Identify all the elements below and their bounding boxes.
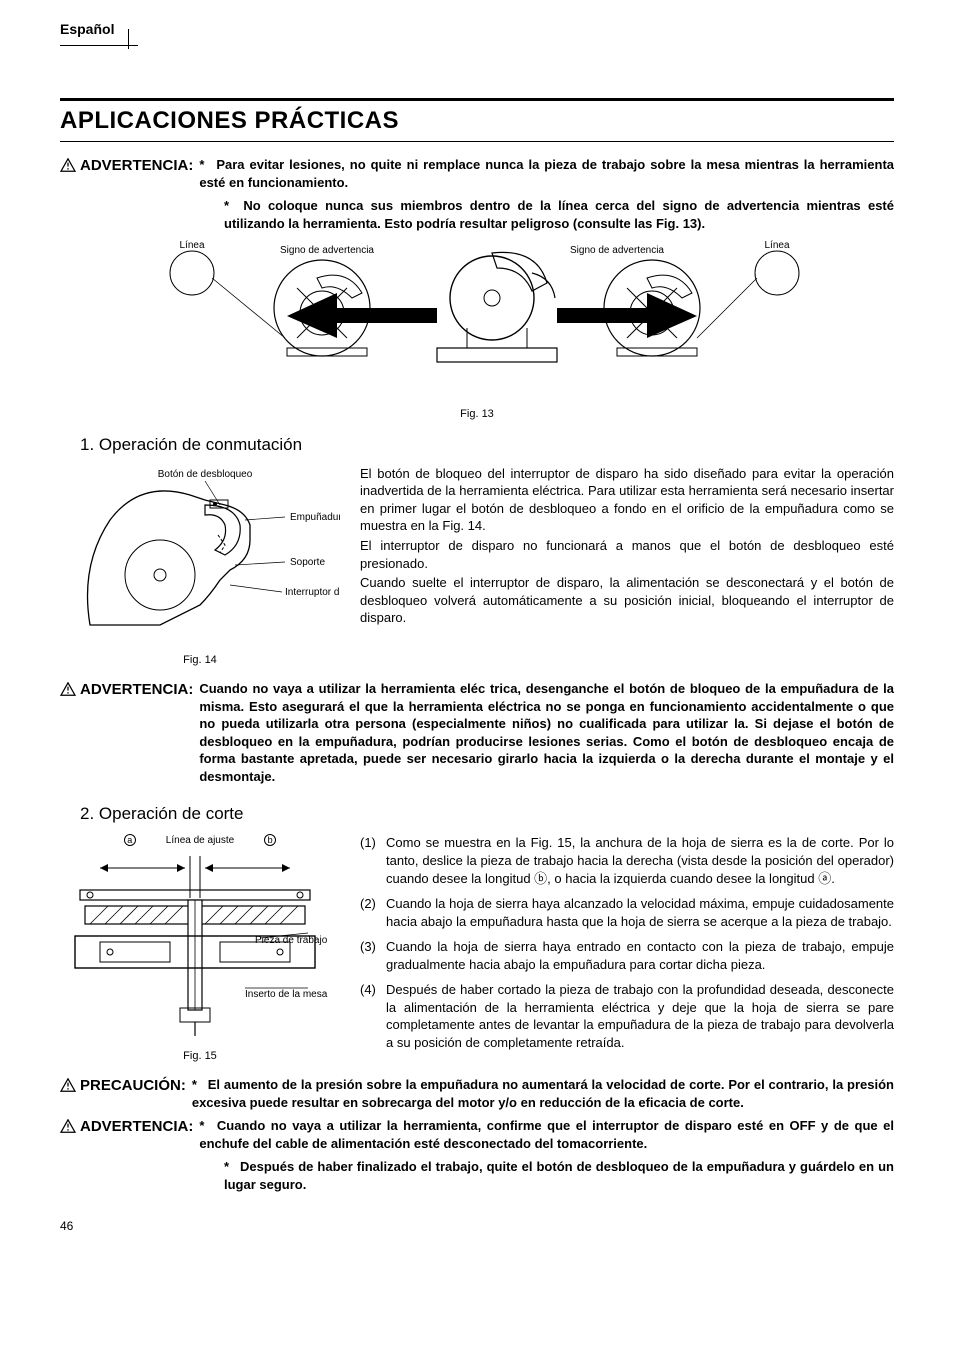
list-num-3: (3) [360,938,386,973]
warning-triangle-icon [60,1119,76,1133]
warning-block-3: ADVERTENCIA: * Cuando no vaya a utilizar… [60,1117,894,1152]
section-title: APLICACIONES PRÁCTICAS [60,98,894,142]
label-inserto: Inserto de la mesa [245,988,335,1002]
subsection-2-title: 2. Operación de corte [80,803,894,826]
right-arrow [557,293,697,338]
sub1-para3: Cuando suelte el interruptor de disparo,… [360,574,894,627]
sub1-para2: El interruptor de disparo no funcionará … [360,537,894,572]
label-b-circle: b [264,834,276,846]
warning-triangle-icon [60,1078,76,1092]
label-a-circle: a [124,834,136,846]
precaucion-text: El aumento de la presión sobre la empuña… [192,1077,894,1110]
list-item-4: (4) Después de haber cortado la pieza de… [360,981,894,1051]
sub1-para1: El botón de bloqueo del interruptor de d… [360,465,894,535]
warning-block-2: ADVERTENCIA: Cuando no vaya a utilizar l… [60,680,894,785]
warning-label: ADVERTENCIA: [80,1117,193,1137]
list-num-1: (1) [360,834,386,887]
precaucion-block: PRECAUCIÓN: * El aumento de la presión s… [60,1076,894,1111]
list-item-2: (2) Cuando la hoja de sierra haya alcanz… [360,895,894,930]
warning-1-item-2-wrap: * No coloque nunca sus miembros dentro d… [60,197,894,232]
bullet-star: * [199,156,211,174]
svg-text:Signo de advertencia: Signo de advertencia [280,245,374,256]
warning-3-item-2: Después de haber finalizado el trabajo, … [224,1159,894,1192]
bullet-star: * [224,197,236,215]
warning-3-body: * Cuando no vaya a utilizar la herramien… [199,1117,894,1152]
warning-1-item-1: Para evitar lesiones, no quite ni rempla… [199,157,894,190]
list-body-3: Cuando la hoja de sierra haya entrado en… [386,938,894,973]
figure-14: Botón de desbloqueo Empuñadura Soporte I… [60,465,340,668]
fig-13-caption: Fig. 13 [60,407,894,422]
page-number: 46 [60,1218,894,1234]
warning-3-item-2-wrap: * Después de haber finalizado el trabajo… [60,1158,894,1193]
language-tab: Español [60,20,138,46]
subsection-1-content: Botón de desbloqueo Empuñadura Soporte I… [60,465,894,668]
svg-text:Empuñadura: Empuñadura [290,512,340,523]
bullet-star: * [224,1158,236,1176]
list-body-1: Como se muestra en la Fig. 15, la anchur… [386,834,894,887]
subsection-2-content: a Línea de ajuste b [60,834,894,1064]
subsection-2-list: (1) Como se muestra en la Fig. 15, la an… [360,834,894,1064]
label-pieza: Pieza de trabajo [255,934,335,948]
precaucion-body: * El aumento de la presión sobre la empu… [192,1076,894,1111]
warning-3-item-1: Cuando no vaya a utilizar la herramienta… [199,1118,894,1151]
figure-15: a Línea de ajuste b [60,834,340,1064]
warning-triangle-icon [60,158,76,172]
warning-triangle-icon [60,682,76,696]
figure-13: Línea Signo de advertencia Signo de adve… [60,238,894,421]
label-linea-ajuste: Línea de ajuste [166,834,234,848]
fig-14-caption: Fig. 14 [60,653,340,668]
precaucion-label: PRECAUCIÓN: [80,1076,186,1096]
svg-text:Soporte: Soporte [290,557,325,568]
list-item-3: (3) Cuando la hoja de sierra haya entrad… [360,938,894,973]
warning-label: ADVERTENCIA: [80,156,193,176]
svg-text:Interruptor de disparo: Interruptor de disparo [285,587,340,598]
bullet-star: * [199,1117,211,1135]
warning-2-body: Cuando no vaya a utilizar la herramienta… [199,680,894,785]
fig-15-caption: Fig. 15 [60,1049,340,1064]
warning-block-1: ADVERTENCIA: * Para evitar lesiones, no … [60,156,894,191]
svg-text:Botón de desbloqueo: Botón de desbloqueo [158,469,253,480]
language-tab-container: Español [60,20,894,48]
list-num-4: (4) [360,981,386,1051]
warning-1-item-2: No coloque nunca sus miembros dentro de … [224,198,894,231]
figure-13-svg: Línea Signo de advertencia Signo de adve… [137,238,817,398]
figure-14-svg: Botón de desbloqueo Empuñadura Soporte I… [60,465,340,645]
bullet-star: * [192,1076,204,1094]
list-body-2: Cuando la hoja de sierra haya alcanzado … [386,895,894,930]
subsection-1-text: El botón de bloqueo del interruptor de d… [360,465,894,668]
list-body-4: Después de haber cortado la pieza de tra… [386,981,894,1051]
subsection-1-title: 1. Operación de conmutación [80,434,894,457]
warning-1-body: * Para evitar lesiones, no quite ni remp… [199,156,894,191]
list-num-2: (2) [360,895,386,930]
svg-text:Signo de advertencia: Signo de advertencia [570,245,664,256]
svg-text:Línea: Línea [179,240,204,251]
warning-label: ADVERTENCIA: [80,680,193,700]
svg-text:Línea: Línea [764,240,789,251]
list-item-1: (1) Como se muestra en la Fig. 15, la an… [360,834,894,887]
